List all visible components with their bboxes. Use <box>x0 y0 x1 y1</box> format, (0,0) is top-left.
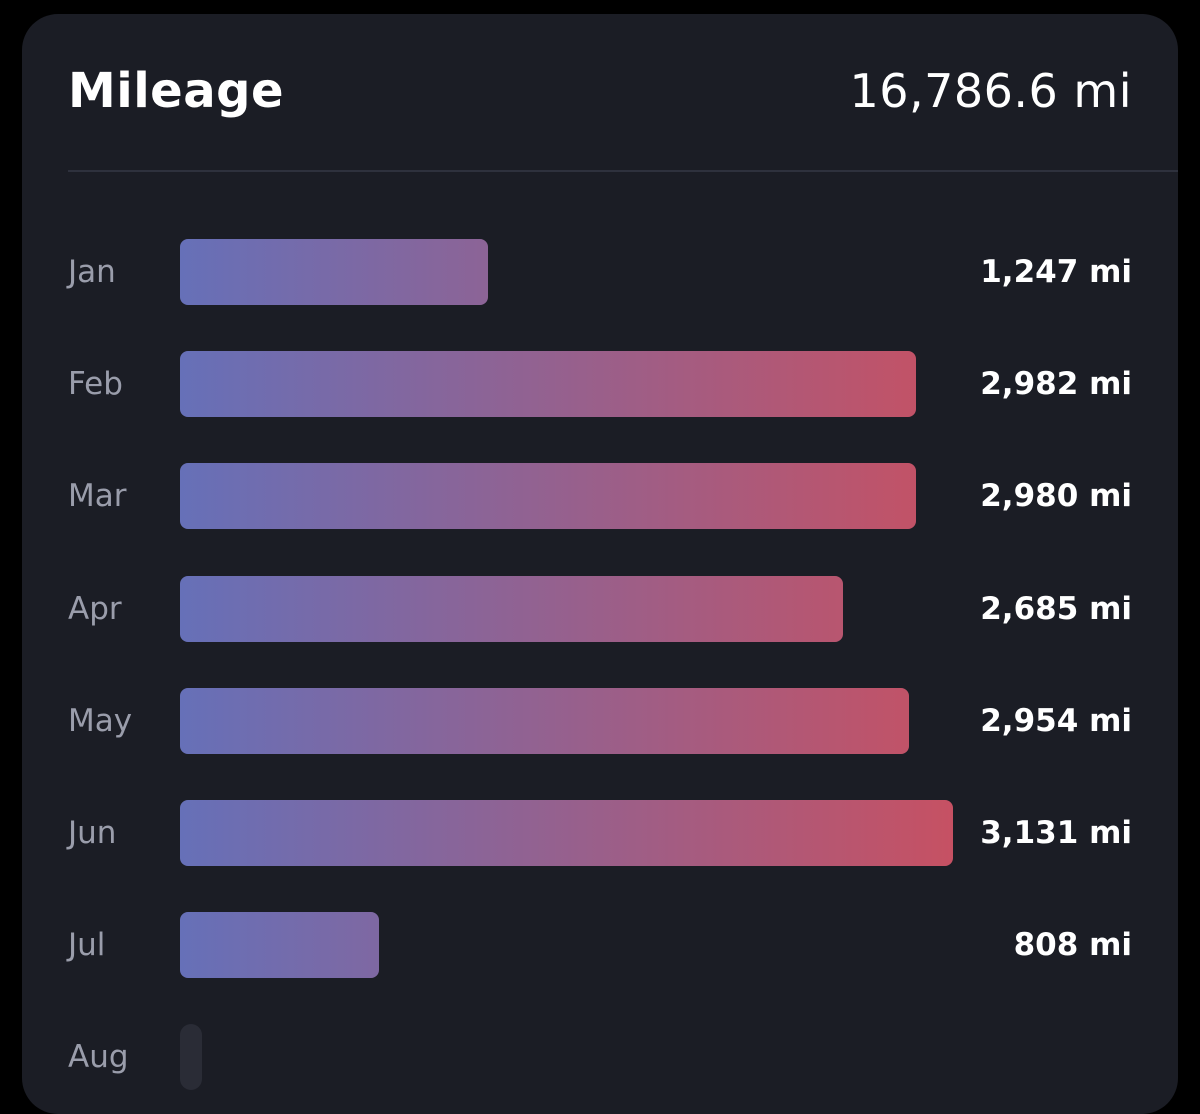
bar-may <box>180 687 910 754</box>
value-label-jul: 808 mi <box>1013 927 1132 964</box>
month-label-apr: Apr <box>68 590 122 627</box>
monthly-mileage-chart: Jan 1,247 mi Feb 2,982 mi Mar 2,980 mi Apr 2,68… <box>22 14 1178 1114</box>
bar-aug <box>180 1024 202 1091</box>
value-label-feb: 2,982 mi <box>980 366 1132 403</box>
value-label-jan: 1,247 mi <box>980 254 1132 290</box>
value-label-jun: 3,131 mi <box>980 815 1132 851</box>
bar-jul <box>180 912 380 979</box>
bar-apr <box>180 575 843 642</box>
header-divider <box>68 170 1178 172</box>
bar-feb <box>180 351 917 418</box>
month-label-jun: Jun <box>68 815 117 851</box>
mileage-card: Mileage 16,786.6 mi Jan 1,247 mi Feb 2,982 … <box>22 14 1178 1114</box>
value-label-apr: 2,685 mi <box>980 590 1132 627</box>
month-label-jan: Jan <box>68 254 116 290</box>
month-label-mar: Mar <box>68 478 127 515</box>
month-label-aug: Aug <box>68 1039 129 1076</box>
bar-mar <box>180 463 916 530</box>
value-label-may: 2,954 mi <box>980 702 1132 739</box>
total-mileage: 16,786.6 mi <box>849 64 1132 118</box>
bar-jun <box>180 800 953 866</box>
month-label-jul: Jul <box>68 927 106 964</box>
month-label-may: May <box>68 702 133 739</box>
bar-jan <box>180 239 488 305</box>
card-title: Mileage <box>68 63 285 119</box>
value-label-mar: 2,980 mi <box>980 478 1132 515</box>
card-header: Mileage 16,786.6 mi <box>68 60 1132 122</box>
month-label-feb: Feb <box>68 366 123 403</box>
